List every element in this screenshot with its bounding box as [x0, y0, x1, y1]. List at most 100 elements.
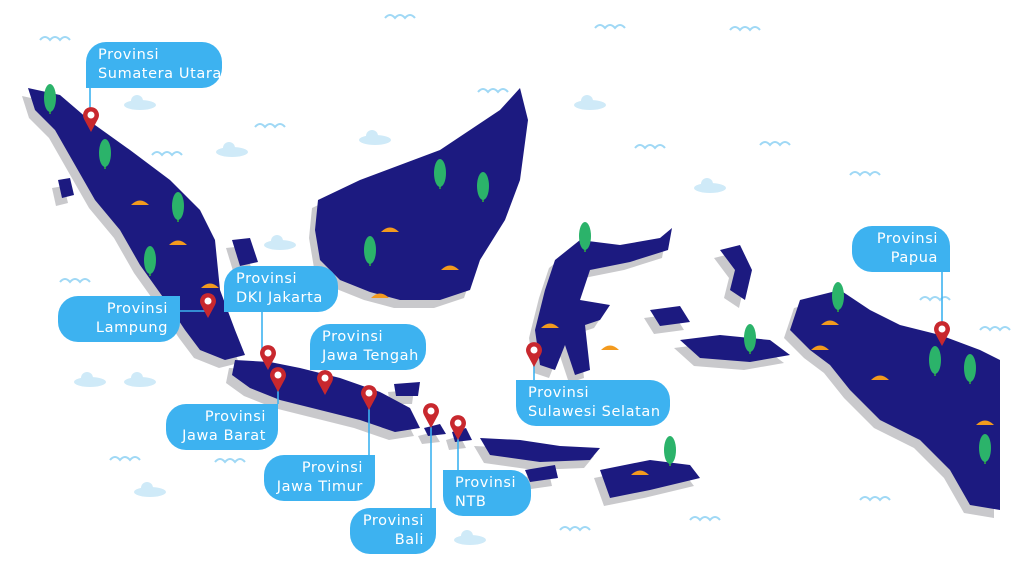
label-line: Jawa Tengah [322, 348, 419, 364]
wave-icon [384, 14, 416, 20]
tree-icon [964, 354, 976, 382]
label-line: Provinsi [301, 460, 363, 476]
island-buru [650, 306, 690, 326]
map-pin-body [200, 293, 216, 318]
map-pin-body [526, 342, 542, 367]
island-sumatra [28, 88, 245, 360]
map-pin-icon [260, 345, 276, 370]
map-pin-icon [450, 415, 466, 440]
mound-icon [871, 375, 889, 380]
map-pin-body [934, 321, 950, 346]
decorations [44, 84, 994, 475]
map-pin-dot [87, 111, 95, 119]
wave-icon [109, 456, 141, 462]
island-sumba [525, 465, 558, 482]
wave-icon [214, 458, 246, 464]
label-dki-jakarta[interactable]: Provinsi DKI Jakarta [224, 266, 338, 312]
mound-icon [441, 265, 459, 270]
tree-icon [664, 436, 676, 464]
map-pin-body [83, 107, 99, 132]
map-pin-icon [270, 367, 286, 392]
tree-icon [579, 222, 591, 250]
mound-icon [821, 320, 839, 325]
wave-icon [859, 496, 891, 502]
label-jawa-barat[interactable]: Provinsi Jawa Barat [166, 404, 278, 450]
cloud-icon [223, 142, 235, 154]
map-pin-body [423, 403, 439, 428]
mound-icon [381, 227, 399, 232]
pins [83, 107, 950, 440]
label-lampung[interactable]: Provinsi Lampung [58, 296, 180, 342]
map-pin-icon [83, 107, 99, 132]
cloud-icon [366, 130, 378, 142]
wave-icon [634, 144, 666, 150]
wave-icon [689, 516, 721, 522]
island-bali [424, 424, 446, 436]
label-line: Provinsi [98, 47, 160, 63]
label-ntb[interactable]: Provinsi NTB [443, 470, 531, 516]
wave-icon [594, 24, 626, 30]
island-nusa1 [480, 438, 600, 462]
map-pin-dot [454, 419, 462, 427]
mound-icon [371, 293, 389, 298]
cloud-icon [581, 95, 593, 107]
label-papua[interactable]: Provinsi Papua [852, 226, 950, 272]
island-bangka [232, 238, 258, 266]
label-jawa-timur[interactable]: Provinsi Jawa Timur [264, 455, 375, 501]
cloud-icon [461, 530, 473, 542]
label-line: Jawa Barat [182, 428, 266, 444]
tree-icon [832, 282, 844, 310]
map-pin-icon [361, 385, 377, 410]
label-line: NTB [455, 494, 487, 510]
tree-icon [144, 246, 156, 274]
label-line: Sulawesi Selatan [528, 404, 661, 420]
tree-icon [929, 346, 941, 374]
wave-icon [979, 326, 1011, 332]
cloud-icon [701, 178, 713, 190]
label-line: Bali [394, 532, 424, 548]
island-nusa2 [600, 460, 700, 498]
label-line: Provinsi [455, 475, 517, 491]
wave-icon [477, 88, 509, 94]
cloud-icon [141, 482, 153, 494]
mound-icon [131, 200, 149, 205]
island-madura [394, 382, 420, 396]
wave-icon [919, 296, 951, 302]
island-nias [58, 178, 74, 198]
mound-icon [976, 420, 994, 425]
mound-icon [601, 345, 619, 350]
island-sulawesi [535, 228, 672, 375]
island-papua [790, 290, 1000, 510]
mound-icon [811, 345, 829, 350]
label-line: Sumatera Utara [98, 66, 222, 82]
map-pin-dot [938, 325, 946, 333]
map-pin-dot [321, 374, 329, 382]
mound-icon [169, 240, 187, 245]
label-line: Lampung [95, 320, 168, 336]
label-jawa-tengah[interactable]: Provinsi Jawa Tengah [310, 324, 426, 370]
tree-icon [99, 139, 111, 167]
wave-icon [559, 526, 591, 532]
cloud-icon [271, 235, 283, 247]
label-bali[interactable]: Provinsi Bali [350, 508, 436, 554]
label-line: Jawa Timur [276, 479, 363, 495]
wave-icon [254, 123, 286, 129]
map-pin-body [270, 367, 286, 392]
cloud-icons [74, 95, 726, 545]
label-line: Provinsi [528, 385, 590, 401]
label-sumatera-utara[interactable]: Provinsi Sumatera Utara [86, 42, 222, 88]
island-borneo [315, 88, 528, 300]
map-pin-body [450, 415, 466, 440]
map-pin-icon [423, 403, 439, 428]
label-line: Provinsi [322, 329, 384, 345]
map-pin-body [260, 345, 276, 370]
map-pin-dot [274, 371, 282, 379]
wave-icons [39, 14, 1011, 532]
wave-icon [39, 36, 71, 42]
label-line: Papua [890, 250, 938, 266]
tree-icon [44, 84, 56, 112]
map-pin-dot [365, 389, 373, 397]
label-sulawesi-selatan[interactable]: Provinsi Sulawesi Selatan [516, 380, 670, 426]
